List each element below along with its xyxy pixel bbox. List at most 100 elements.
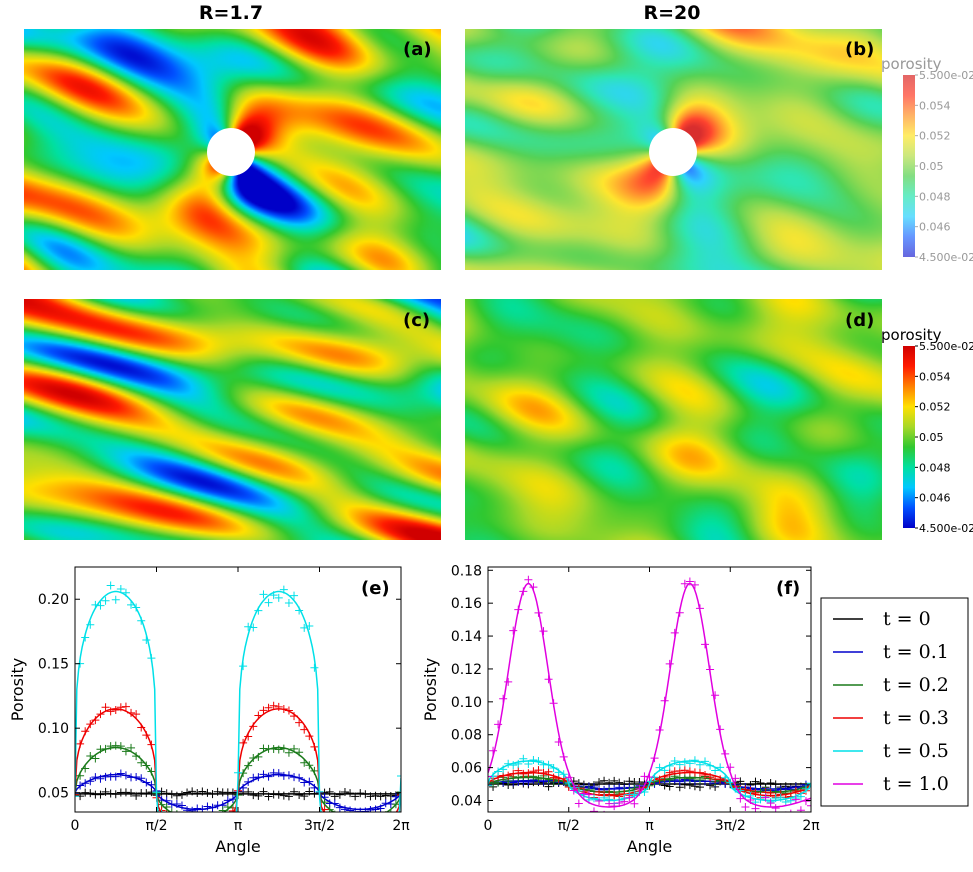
- chart-f-data-point: [544, 760, 553, 769]
- colorbar-bottom-tick-label: 0.046: [919, 492, 951, 505]
- chart-e-data-point: [249, 722, 258, 731]
- chart-f-data-point: [706, 665, 715, 674]
- chart-e-data-point: [244, 761, 253, 770]
- chart-e-data-point: [111, 790, 120, 799]
- chart-e-data-point: [279, 771, 288, 780]
- chart-e-data-point: [381, 799, 390, 808]
- chart-f-data-point: [801, 784, 810, 793]
- chart-f-data-point: [559, 770, 568, 779]
- chart-f-data-point: [650, 754, 659, 763]
- chart-e-data-point: [213, 787, 222, 796]
- chart-e-data-point: [269, 591, 278, 600]
- chart-f-data-point: [786, 796, 795, 805]
- chart-e-data-point: [86, 620, 95, 629]
- chart-e-data-point: [279, 585, 288, 594]
- legend-label: t = 0.2: [883, 674, 949, 696]
- chart-e-data-point: [259, 787, 268, 796]
- chart-e-data-point: [172, 791, 181, 800]
- chart-e-data-point: [320, 798, 329, 807]
- chart-e-plot-area: [75, 581, 401, 850]
- porosity-map-a: [24, 29, 441, 270]
- chart-e-data-point: [341, 814, 349, 822]
- chart-e-data-point: [132, 603, 141, 612]
- chart-e-data-point: [132, 710, 141, 719]
- chart-e-data-point: [219, 820, 227, 828]
- chart-e-data-point: [142, 761, 151, 770]
- chart-e-data-point: [217, 811, 219, 812]
- chart-e-data-point: [91, 773, 100, 782]
- chart-f-data-point: [494, 767, 503, 776]
- chart-e-data-point: [239, 662, 248, 671]
- chart-e-data-point: [228, 806, 237, 812]
- panel-label-e: (e): [361, 578, 390, 599]
- chart-e-data-point: [295, 748, 304, 757]
- chart-f-ytick-label: 0.06: [451, 761, 482, 777]
- chart-e-data-point: [254, 791, 263, 800]
- chart-e-data-point: [310, 766, 319, 775]
- chart-e-data-point: [183, 819, 191, 827]
- chart-e-data-point: [101, 744, 110, 753]
- chart-f-data-point: [791, 787, 800, 796]
- chart-f-data-point: [534, 608, 543, 617]
- chart-e-data-point: [101, 596, 110, 605]
- chart-f-data-point: [554, 738, 563, 747]
- chart-e-data-point: [132, 752, 141, 761]
- chart-f-data-point: [756, 795, 765, 804]
- chart-e-data-point: [218, 806, 227, 812]
- chart-e-data-point: [274, 790, 283, 799]
- chart-e-data-point: [361, 814, 369, 822]
- chart-f-xlabel: Angle: [627, 837, 673, 856]
- chart-e-data-point: [249, 623, 258, 632]
- chart-e-data-point: [290, 773, 299, 782]
- chart-e-data-point: [178, 814, 186, 822]
- legend-box: [820, 597, 969, 807]
- chart-e-data-point: [81, 727, 90, 736]
- chart-e-data-point: [300, 623, 309, 632]
- chart-f-data-point: [660, 766, 669, 775]
- chart-e-data-point: [223, 796, 232, 805]
- panel-label-c: (c): [403, 310, 430, 331]
- chart-e-data-point: [284, 748, 293, 757]
- chart-f-data-point: [756, 779, 765, 788]
- chart-f-data-point: [489, 746, 498, 755]
- legend: t = 0 t = 0.1 t = 0.2 t = 0.3 t = 0.5 t = 1.0: [820, 597, 969, 807]
- chart-e-ylabel: Porosity: [8, 658, 27, 721]
- chart-e-data-point: [193, 814, 201, 822]
- chart-e-data-point: [198, 842, 206, 850]
- chart-e-data-point: [111, 705, 120, 714]
- chart-f-data-point: [549, 773, 558, 782]
- chart-f-data-point: [589, 807, 598, 812]
- chart-e-data-point: [219, 823, 227, 831]
- chart-e-data-point: [305, 622, 314, 631]
- chart-f-data-point: [640, 772, 649, 781]
- chart-e-data-point: [372, 816, 380, 824]
- chart-f-data-point: [685, 767, 694, 776]
- colorbar-top-tick-label: 0.05: [919, 160, 944, 173]
- chart-e-data-point: [75, 790, 79, 799]
- chart-f-data-point: [499, 765, 508, 774]
- chart-e-data-point: [177, 790, 186, 799]
- chart-e-data-point: [249, 791, 258, 800]
- chart-f-data-point: [777, 812, 785, 820]
- chart-e-data-point: [356, 789, 365, 798]
- chart-f-data-point: [579, 789, 588, 798]
- chart-e-data-point: [305, 777, 314, 786]
- chart-e-data-point: [137, 774, 146, 783]
- chart-e-xlabel: Angle: [215, 837, 261, 856]
- chart-e-data-point: [214, 821, 222, 829]
- colorbar-bottom-title: porosity: [881, 326, 942, 344]
- chart-e-data-point: [198, 824, 206, 832]
- chart-e-data-point: [382, 833, 390, 841]
- chart-f-xtick-label: π: [645, 818, 654, 834]
- chart-f-data-point: [524, 769, 533, 778]
- chart-e-data-point: [254, 773, 263, 782]
- chart-f-data-point: [539, 768, 548, 777]
- chart-e-data-point: [372, 840, 380, 848]
- chart-e-series: [75, 581, 401, 850]
- chart-f-data-point: [529, 756, 538, 765]
- chart-e-data-point: [81, 764, 90, 773]
- chart-e-data-point: [203, 788, 212, 797]
- chart-e-data-point: [274, 769, 283, 778]
- chart-e-data-point: [208, 790, 217, 799]
- chart-f-data-point: [610, 802, 619, 811]
